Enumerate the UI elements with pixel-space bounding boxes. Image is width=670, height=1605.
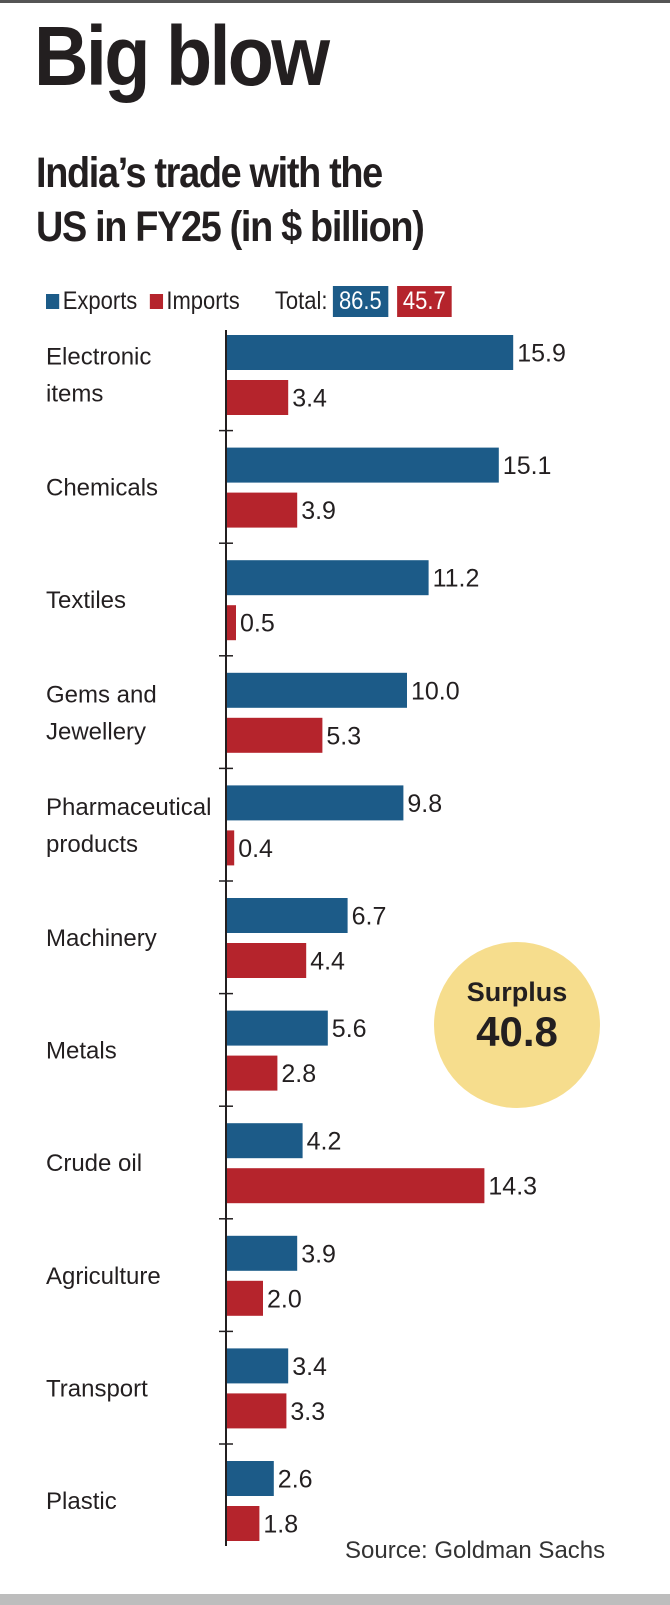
imports-bar	[227, 1280, 263, 1316]
exports-value-label: 9.8	[407, 790, 442, 818]
category-label: Pharmaceutical products	[46, 794, 211, 858]
subtitle-line-1: India’s trade with the	[36, 149, 383, 197]
exports-bar	[227, 1010, 328, 1046]
exports-value-label: 4.2	[307, 1128, 342, 1156]
exports-value-label: 15.9	[517, 340, 566, 368]
imports-bar	[227, 1506, 260, 1541]
category-label: Textiles	[46, 587, 126, 614]
imports-bar	[227, 380, 289, 415]
exports-bar	[227, 785, 404, 821]
surplus-value: 40.8	[476, 1008, 558, 1055]
total-exports: 86.5	[332, 285, 388, 317]
imports-bar	[227, 1055, 278, 1091]
imports-value-label: 1.8	[263, 1511, 298, 1539]
imports-value-label: 3.3	[290, 1398, 325, 1426]
legend-imports: Imports	[166, 286, 240, 315]
exports-bar	[227, 672, 407, 708]
bottom-border	[0, 1594, 670, 1605]
imports-value-label: 0.5	[240, 610, 275, 638]
page-title: Big blow	[34, 9, 330, 103]
imports-bar	[227, 943, 307, 978]
category-label: Gems and Jewellery	[46, 681, 157, 745]
total-label: Total:	[274, 286, 328, 315]
exports-bar	[227, 1235, 298, 1271]
exports-value-label: 3.4	[292, 1353, 327, 1381]
category-label: Metals	[46, 1038, 117, 1065]
imports-swatch	[149, 293, 163, 309]
exports-bar	[227, 1123, 303, 1159]
surplus-label: Surplus	[466, 977, 568, 1007]
exports-bar	[227, 560, 429, 596]
imports-value-label: 3.9	[301, 497, 336, 525]
source-note: Source: Goldman Sachs	[345, 1537, 606, 1564]
category-label: Agriculture	[46, 1263, 161, 1290]
imports-bar	[227, 1393, 287, 1429]
legend-exports: Exports	[62, 286, 138, 315]
exports-bar	[227, 898, 348, 933]
imports-bar	[227, 492, 298, 528]
legend: Exports Imports Total: 86.5 45.7	[46, 284, 452, 318]
chart-subtitle: India’s trade with the US in FY25 (in $ …	[36, 146, 425, 254]
top-border	[0, 0, 670, 3]
imports-value-label: 14.3	[488, 1173, 537, 1201]
exports-value-label: 10.0	[411, 677, 460, 705]
imports-value-label: 3.4	[292, 385, 327, 413]
exports-bar	[227, 447, 499, 483]
surplus-badge: Surplus 40.8	[434, 942, 600, 1108]
exports-swatch	[46, 293, 60, 309]
category-label: Transport	[46, 1375, 148, 1402]
exports-bar	[227, 335, 514, 370]
imports-value-label: 5.3	[326, 722, 361, 750]
exports-value-label: 6.7	[352, 903, 387, 931]
imports-value-label: 2.0	[267, 1285, 302, 1313]
imports-value-label: 2.8	[281, 1060, 316, 1088]
imports-bar	[227, 1168, 485, 1204]
category-label: Machinery	[46, 925, 157, 952]
imports-bar	[227, 830, 235, 866]
exports-bar	[227, 1348, 289, 1384]
category-label: Crude oil	[46, 1150, 142, 1177]
imports-bar	[227, 717, 323, 753]
exports-value-label: 11.2	[433, 565, 480, 593]
exports-value-label: 3.9	[301, 1240, 336, 1268]
exports-value-label: 15.1	[503, 452, 552, 480]
total-imports: 45.7	[396, 285, 452, 317]
imports-value-label: 4.4	[310, 948, 345, 976]
exports-bar	[227, 1461, 274, 1496]
exports-value-label: 2.6	[278, 1466, 313, 1494]
imports-value-label: 0.4	[238, 835, 273, 863]
exports-value-label: 5.6	[332, 1015, 367, 1043]
imports-bar	[227, 605, 236, 641]
category-label: Electronic items	[46, 344, 151, 408]
subtitle-line-2: US in FY25 (in $ billion)	[36, 203, 425, 251]
category-label: Plastic	[46, 1488, 117, 1515]
category-label: Chemicals	[46, 475, 158, 502]
